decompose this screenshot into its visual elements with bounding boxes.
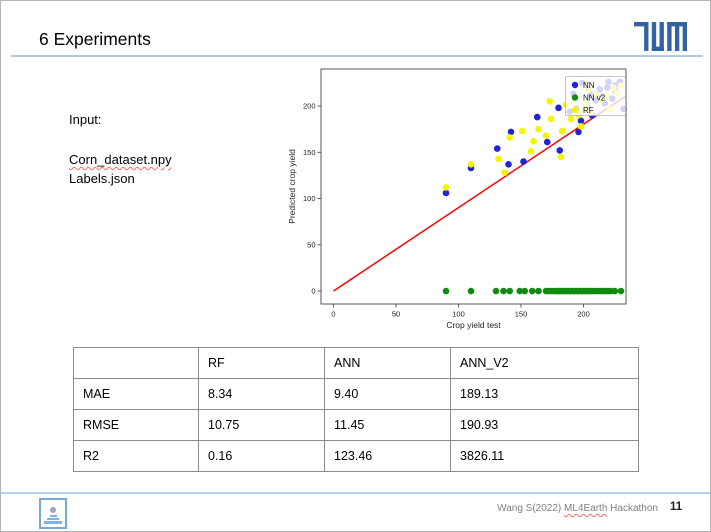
table-cell-r2-ann: 123.46	[324, 440, 451, 472]
table-row-label-rmse: RMSE	[73, 409, 199, 441]
table-header-rf: RF	[198, 347, 325, 379]
footer-divider	[1, 492, 710, 494]
input-file-labels: Labels.json	[69, 171, 135, 186]
input-label: Input:	[69, 112, 102, 127]
svg-text:NN: NN	[583, 81, 595, 90]
input-file-corn-dataset: Corn_dataset.npy	[69, 152, 172, 167]
table-cell-rmse-ann-v2: 190.93	[450, 409, 639, 441]
svg-text:50: 50	[307, 240, 315, 249]
table-cell-rmse-ann: 11.45	[324, 409, 451, 441]
footer-credit: Wang S(2022) ML4Earth Hackathon	[497, 503, 658, 514]
table-header-ann-v2: ANN_V2	[450, 347, 639, 379]
svg-text:200: 200	[303, 102, 316, 111]
table-cell-r2-rf: 0.16	[198, 440, 325, 472]
header-divider	[11, 55, 703, 57]
svg-text:150: 150	[515, 310, 528, 319]
slide-title: 6 Experiments	[39, 29, 151, 49]
footer-credit-misspelled-word: ML4Earth	[564, 503, 608, 514]
table-row-label-r2: R2	[73, 440, 199, 472]
table-cell-r2-ann-v2: 3826.11	[450, 440, 639, 472]
svg-text:50: 50	[392, 310, 400, 319]
metrics-table: RF ANN ANN_V2 MAE 8.34 9.40 189.13 RMSE …	[73, 347, 639, 472]
table-cell-mae-rf: 8.34	[198, 378, 325, 410]
svg-text:Predicted crop yield: Predicted crop yield	[287, 149, 297, 224]
tum-logo-icon	[634, 22, 687, 51]
table-row-mae: MAE 8.34 9.40 189.13	[73, 378, 639, 410]
lectern-icon	[39, 498, 67, 529]
table-row-rmse: RMSE 10.75 11.45 190.93	[73, 409, 639, 441]
svg-text:100: 100	[452, 310, 465, 319]
svg-text:NN v2: NN v2	[583, 93, 606, 102]
svg-text:Crop yield test: Crop yield test	[446, 320, 501, 330]
lectern-icon-head	[50, 506, 56, 513]
page-number: 11	[670, 501, 683, 513]
svg-text:0: 0	[331, 310, 335, 319]
table-row-r2: R2 0.16 123.46 3826.11	[73, 440, 639, 472]
svg-text:100: 100	[303, 194, 316, 203]
table-header-ann: ANN	[324, 347, 451, 379]
svg-text:150: 150	[303, 148, 316, 157]
table-row-label-mae: MAE	[73, 378, 199, 410]
table-cell-mae-ann-v2: 189.13	[450, 378, 639, 410]
svg-text:200: 200	[577, 310, 590, 319]
table-header-row: RF ANN ANN_V2	[73, 347, 639, 379]
svg-text:RF: RF	[583, 106, 594, 115]
table-header-empty	[73, 347, 199, 379]
svg-text:0: 0	[311, 287, 315, 296]
prediction-scatter-chart: 0 50 100 150 200 0 50 100 150 200 Crop yield test P…	[287, 68, 627, 330]
input-block: Input: Corn_dataset.npy Labels.json	[69, 110, 172, 188]
table-cell-mae-ann: 9.40	[324, 378, 451, 410]
table-cell-rmse-rf: 10.75	[198, 409, 325, 441]
